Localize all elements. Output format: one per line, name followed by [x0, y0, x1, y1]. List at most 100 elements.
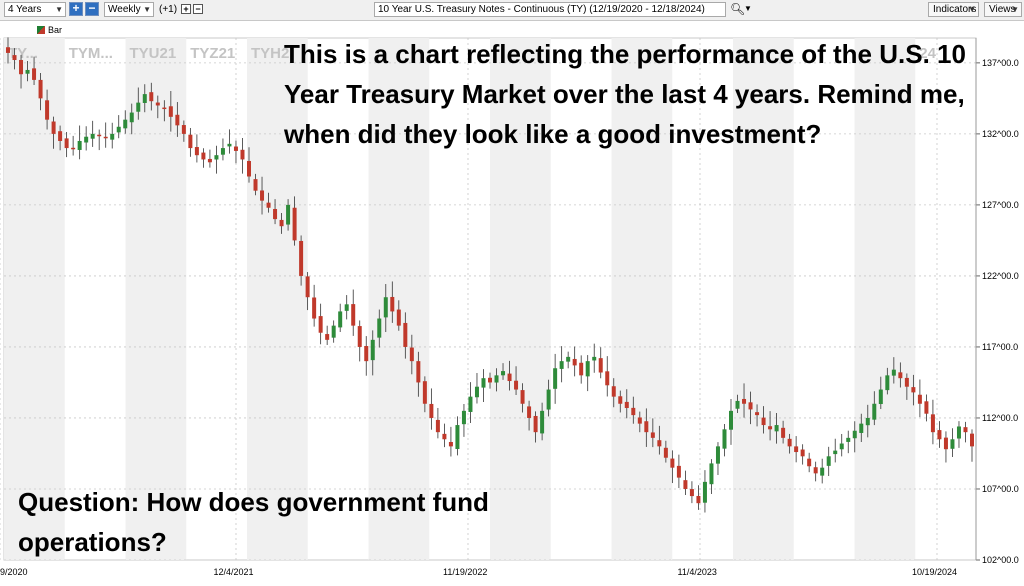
chevron-down-icon: ▼ — [55, 5, 63, 14]
add-period-button[interactable]: + — [69, 2, 83, 16]
candle-body — [742, 398, 747, 404]
contract-label: TYH2 — [251, 45, 289, 62]
candle-body — [305, 276, 310, 298]
candle-body — [839, 443, 844, 450]
candle-body — [859, 423, 864, 433]
candle-body — [175, 114, 180, 126]
candle-body — [227, 143, 232, 147]
candle-body — [930, 414, 935, 433]
overlay-question-text: Question: How does government fund opera… — [18, 487, 489, 557]
contract-band — [490, 38, 551, 560]
candle-body — [904, 377, 909, 387]
candle-body — [32, 68, 37, 80]
candle-body — [409, 347, 414, 362]
candle-body — [676, 465, 681, 478]
candle-body — [403, 322, 408, 347]
candle-body — [572, 358, 577, 366]
candle-body — [116, 126, 121, 133]
candle-body — [188, 134, 193, 149]
candle-body — [84, 136, 89, 143]
candle-body — [637, 417, 642, 424]
offset-label: (+1) — [159, 4, 178, 15]
y-tick-label: 122^00.0 — [982, 271, 1019, 281]
candle-body — [207, 158, 212, 163]
candle-body — [51, 121, 56, 134]
candle-body — [885, 375, 890, 391]
chevron-down-icon: ▼ — [1011, 5, 1019, 14]
candle-body — [448, 441, 453, 447]
minus-icon: − — [195, 4, 201, 14]
overlay-main-text: This is a chart reflecting the performan… — [284, 39, 966, 149]
candle-body — [422, 381, 427, 404]
candle-body — [149, 92, 154, 102]
chevron-down-icon[interactable]: ▼ — [744, 4, 752, 13]
candle-body — [383, 297, 388, 318]
contract-label: 24 — [919, 45, 936, 62]
views-button[interactable]: Views ▼ — [984, 2, 1022, 17]
candle-body — [729, 410, 733, 430]
candle-body — [325, 334, 330, 340]
period-select[interactable]: 4 Years ▼ — [4, 2, 66, 17]
candle-body — [260, 190, 265, 201]
candle-body — [351, 304, 356, 326]
indicators-label: Indicators — [933, 4, 977, 15]
x-tick-label: 12/4/2021 — [214, 567, 254, 577]
candle-body — [279, 219, 284, 227]
candle-body — [553, 368, 558, 389]
candle-body — [956, 426, 961, 439]
candle-body — [501, 371, 506, 376]
period-value: 4 Years — [8, 4, 42, 15]
candle-body — [344, 304, 349, 311]
symbol-input[interactable]: 10 Year U.S. Treasury Notes - Continuous… — [374, 2, 726, 17]
chevron-down-icon: ▼ — [143, 5, 151, 14]
candle-body — [689, 489, 694, 497]
price-chart[interactable]: 137^00.0 132^00.0 127^00.0 122^00.0 117^00.0… — [0, 20, 1024, 586]
candle-body — [6, 47, 10, 53]
remove-period-button[interactable]: − — [85, 2, 99, 16]
candle-body — [937, 430, 942, 440]
candle-body — [650, 432, 655, 438]
candle-body — [833, 450, 838, 455]
candle-body — [168, 106, 173, 117]
candle-body — [872, 403, 877, 420]
candle-body — [527, 406, 532, 418]
contract-label: TYM... — [69, 45, 113, 62]
contract-band — [247, 38, 308, 560]
candle-body — [416, 361, 421, 383]
interval-select[interactable]: Weekly ▼ — [104, 2, 154, 17]
candle-body — [468, 396, 473, 412]
candle-body — [71, 147, 76, 150]
candle-body — [865, 417, 870, 426]
candle-body — [826, 456, 831, 466]
y-tick-label: 102^00.0 — [982, 555, 1019, 565]
candle-body — [377, 318, 382, 338]
candle-body — [90, 133, 95, 139]
candle-body — [540, 410, 545, 434]
candle-body — [800, 449, 805, 457]
search-icon[interactable]: 🔍︎ — [730, 2, 746, 16]
candle-body — [755, 412, 760, 416]
candle-body — [364, 346, 369, 362]
candle-body — [461, 410, 466, 425]
candle-body — [494, 375, 499, 383]
candle-body — [781, 427, 786, 438]
symbol-value: 10 Year U.S. Treasury Notes - Continuous… — [378, 4, 705, 15]
x-tick-label: 10/19/2024 — [912, 567, 957, 577]
candle-body — [514, 380, 519, 390]
candle-body — [670, 458, 675, 468]
legend-label: Bar — [48, 25, 63, 35]
contract-label: TYZ21 — [190, 45, 235, 62]
indicators-button[interactable]: Indicators ▼ — [928, 2, 979, 17]
offset-minus-button[interactable]: − — [193, 4, 203, 14]
candle-body — [201, 152, 206, 160]
candle-body — [292, 207, 297, 241]
candle-body — [709, 463, 714, 485]
y-tick-label: 132^00.0 — [982, 129, 1019, 139]
offset-plus-button[interactable]: + — [181, 4, 191, 14]
candle-body — [644, 421, 649, 433]
candle-body — [898, 372, 903, 379]
candle-body — [663, 447, 668, 458]
contract-band — [368, 38, 430, 560]
candle-body — [12, 55, 17, 61]
candle-body — [911, 387, 916, 393]
